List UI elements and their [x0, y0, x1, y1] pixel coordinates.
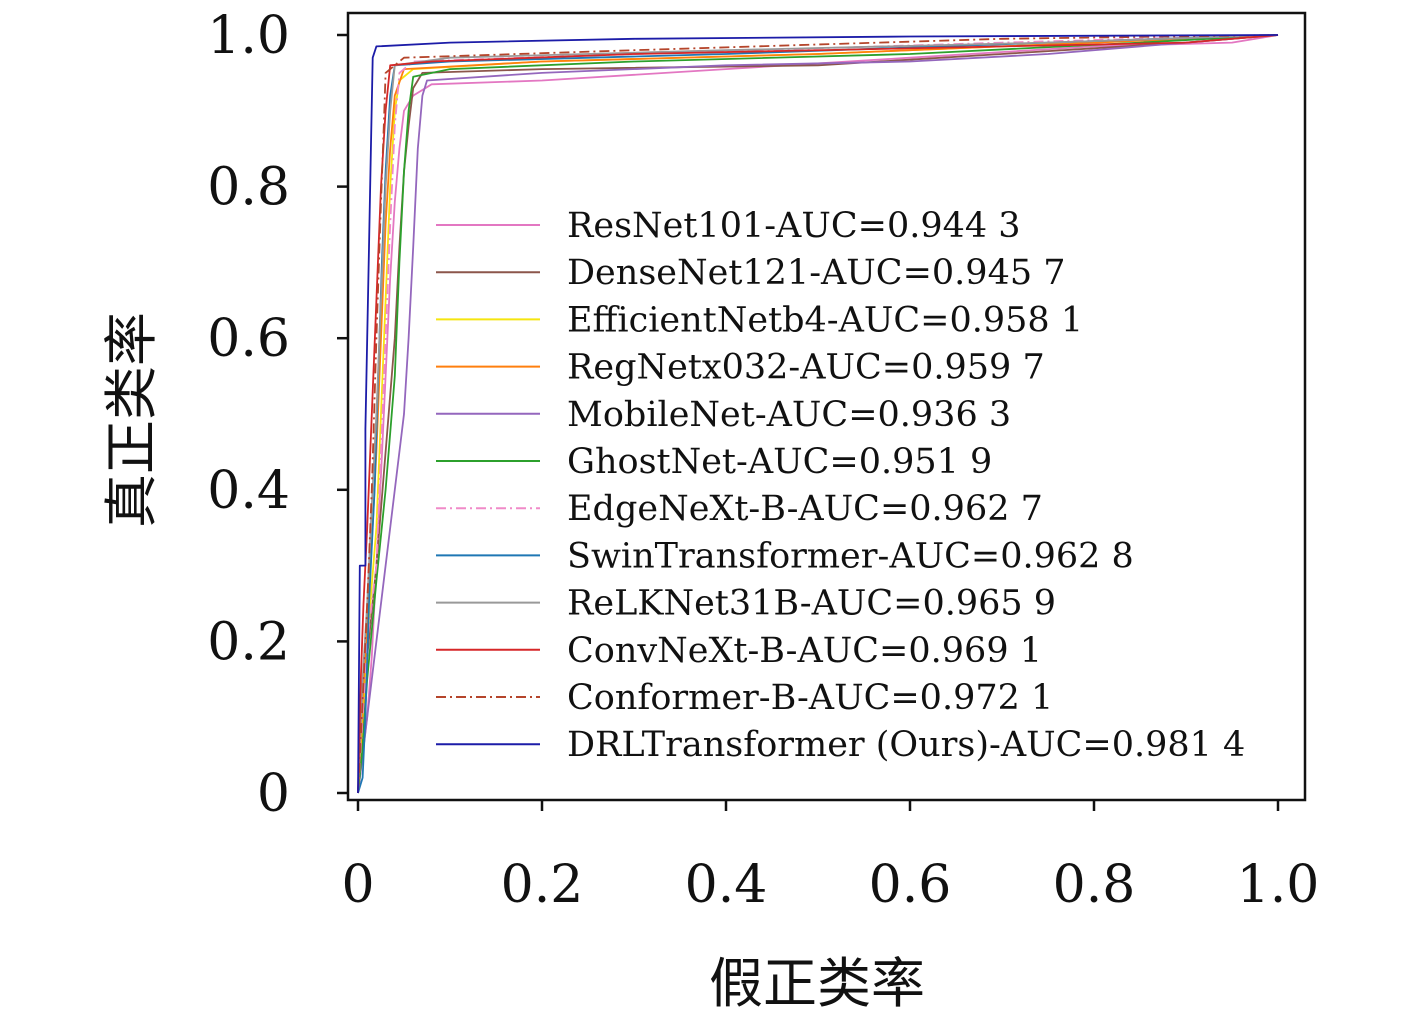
- x-axis-ticks: 0 0.2 0.4 0.6 0.8 1.0: [341, 800, 1319, 915]
- legend-label: ConvNeXt-B-AUC=0.969 1: [567, 631, 1042, 671]
- legend-label: DRLTransformer (Ours)-AUC=0.981 4: [567, 725, 1245, 765]
- legend-label: MobileNet-AUC=0.936 3: [567, 395, 1011, 435]
- y-axis-ticks: 0 0.2 0.4 0.6 0.8 1.0: [207, 6, 348, 824]
- y-tick-label: 0.2: [207, 612, 290, 672]
- x-tick-label: 0.2: [501, 855, 584, 915]
- x-tick-label: 0.8: [1053, 855, 1136, 915]
- y-axis-label: 真正类率: [100, 312, 163, 528]
- legend-label: SwinTransformer-AUC=0.962 8: [567, 536, 1134, 576]
- legend-label: ResNet101-AUC=0.944 3: [567, 206, 1021, 246]
- legend-label: GhostNet-AUC=0.951 9: [567, 442, 992, 482]
- roc-curve-resnet101: [357, 34, 1279, 794]
- y-tick-label: 0.6: [207, 309, 290, 369]
- legend-label: ReLKNet31B-AUC=0.965 9: [567, 584, 1056, 624]
- legend-label: EdgeNeXt-B-AUC=0.962 7: [567, 489, 1043, 529]
- x-tick-label: 0.6: [869, 855, 952, 915]
- roc-curve-mobilenet: [357, 34, 1279, 794]
- roc-curve-ghostnet: [357, 34, 1279, 794]
- roc-curve-conformer-b: [357, 34, 1279, 794]
- legend-label: DenseNet121-AUC=0.945 7: [567, 253, 1066, 293]
- legend: ResNet101-AUC=0.944 3 DenseNet121-AUC=0.9…: [436, 206, 1245, 765]
- x-tick-label: 0.4: [685, 855, 768, 915]
- roc-curve-drltransformer-ours: [357, 34, 1279, 794]
- x-tick-label: 0: [341, 855, 374, 915]
- legend-label: Conformer-B-AUC=0.972 1: [567, 678, 1053, 718]
- y-tick-label: 1.0: [207, 6, 290, 66]
- legend-label: EfficientNetb4-AUC=0.958 1: [567, 300, 1083, 340]
- roc-curves: [357, 34, 1279, 794]
- plot-frame: [346, 11, 1307, 802]
- x-axis-label: 假正类率: [709, 952, 925, 1014]
- y-tick-label: 0.4: [207, 461, 290, 521]
- y-tick-label: 0.8: [207, 158, 290, 218]
- legend-label: RegNetx032-AUC=0.959 7: [567, 348, 1045, 388]
- x-tick-label: 1.0: [1237, 855, 1320, 915]
- y-tick-label: 0: [257, 764, 290, 824]
